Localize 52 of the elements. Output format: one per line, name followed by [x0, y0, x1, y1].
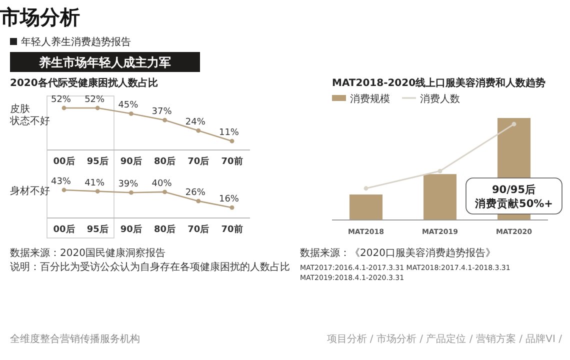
source-note: 数据来源：《2020口服美容消费趋势报告》	[300, 247, 496, 259]
chart-title: 2020各代际受健康困扰人数占比	[10, 77, 158, 89]
point	[162, 190, 167, 194]
point	[62, 188, 66, 192]
x-tick-label: 70后	[188, 224, 210, 235]
point	[230, 205, 234, 210]
annotation: 消费贡献50%+	[474, 197, 553, 210]
text: 项目分析 / 市场分析 / 产品定位 / 营销方案 / 品牌VI /	[326, 333, 563, 345]
x-tick-label: 00后	[53, 224, 75, 235]
point	[196, 198, 201, 204]
x-tick-label: 95后	[86, 224, 108, 235]
data-label: 52%	[84, 95, 106, 105]
point	[196, 128, 201, 133]
legend-label: 消费人数	[420, 93, 460, 105]
point	[62, 106, 66, 110]
chart-title: MAT2018-2020线上口服美容消费和人数趋势	[332, 77, 546, 89]
x-tick-label: 95后	[86, 156, 108, 167]
series-label: 皮肤状态不好	[9, 103, 50, 127]
x-tick-label: 70前	[221, 156, 243, 167]
x-tick-label: 90后	[120, 224, 142, 235]
data-label: 39%	[118, 180, 139, 190]
point	[129, 190, 134, 195]
x-tick-label: 00后	[53, 156, 75, 167]
point	[230, 138, 234, 144]
point	[95, 106, 100, 110]
x-tick-label: 90后	[120, 156, 142, 167]
data-label: 45%	[118, 100, 139, 111]
text: 说明：百分比为受访公众认为自身存在各项健康困扰的人数占比	[10, 261, 290, 273]
data-label: 41%	[84, 178, 106, 188]
point	[162, 118, 167, 122]
text: 养生市场年轻人成主力军	[38, 56, 171, 70]
data-label: 43%	[50, 177, 72, 187]
point	[129, 111, 134, 116]
x-tick-label: 70后	[188, 156, 210, 167]
data-label: 37%	[152, 107, 172, 118]
annotation: 90/95后	[492, 183, 536, 196]
legend-label: 消费规模	[350, 93, 390, 105]
series-label: 身材不好	[10, 185, 50, 197]
source-note: 数据来源：2020国民健康洞察报告	[10, 247, 166, 259]
data-label: 40%	[152, 178, 172, 189]
text: 年轻人养生消费趋势报告	[21, 36, 131, 48]
data-label: 24%	[185, 118, 206, 128]
text: 全维度整合营销传播服务机构	[10, 333, 140, 345]
data-label: 26%	[185, 188, 206, 198]
point	[95, 189, 100, 194]
data-label: 16%	[218, 194, 240, 205]
x-tick-label: 70前	[221, 224, 243, 235]
data-label: 52%	[50, 95, 72, 105]
x-tick-label: 80后	[154, 224, 176, 235]
x-tick-label: 80后	[154, 156, 176, 167]
data-label: 11%	[218, 128, 240, 138]
text: 市场分析	[0, 5, 80, 29]
